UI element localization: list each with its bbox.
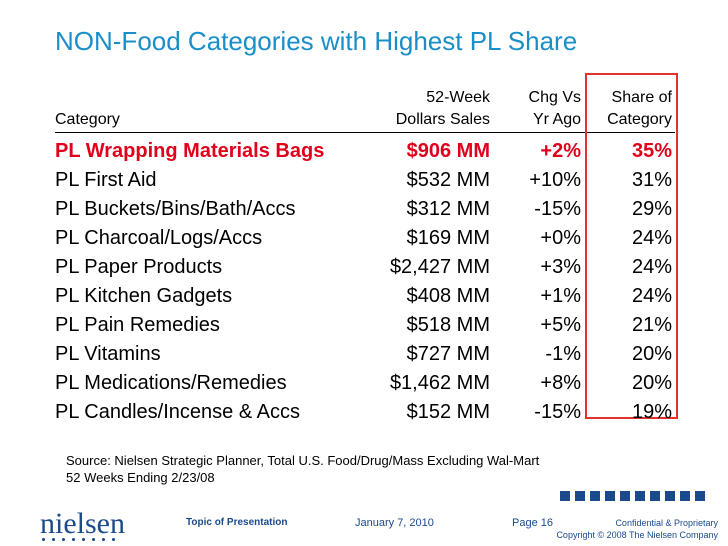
cell-share: 35% bbox=[631, 140, 672, 162]
cell-share: 24% bbox=[631, 227, 672, 249]
footer-copyright-line: Copyright © 2008 The Nielsen Company bbox=[556, 530, 718, 540]
cell-change: +8% bbox=[540, 372, 581, 394]
square-icon bbox=[665, 491, 675, 501]
square-icon bbox=[635, 491, 645, 501]
cell-sales: $518 MM bbox=[406, 314, 490, 336]
cell-change: -15% bbox=[534, 198, 581, 220]
header-share-line1: Share of bbox=[611, 89, 672, 106]
source-note: Source: Nielsen Strategic Planner, Total… bbox=[66, 452, 539, 486]
table-row: PL Charcoal/Logs/Accs $169 MM +0% 24% bbox=[0, 224, 728, 253]
cell-sales: $169 MM bbox=[406, 227, 490, 249]
cell-category: PL Wrapping Materials Bags bbox=[55, 140, 325, 162]
source-line-1: Source: Nielsen Strategic Planner, Total… bbox=[66, 453, 540, 468]
table-row: PL First Aid $532 MM +10% 31% bbox=[0, 166, 728, 195]
cell-sales: $152 MM bbox=[406, 401, 490, 423]
header-sales-line2: Dollars Sales bbox=[395, 111, 490, 128]
cell-sales: $532 MM bbox=[406, 169, 490, 191]
table-row: PL Medications/Remedies $1,462 MM +8% 20… bbox=[0, 369, 728, 398]
cell-sales: $727 MM bbox=[406, 343, 490, 365]
cell-change: -15% bbox=[534, 401, 581, 423]
decorative-squares bbox=[560, 491, 705, 501]
table-row: PL Kitchen Gadgets $408 MM +1% 24% bbox=[0, 282, 728, 311]
cell-share: 29% bbox=[631, 198, 672, 220]
table-row: PL Wrapping Materials Bags $906 MM +2% 3… bbox=[0, 137, 728, 166]
cell-sales: $2,427 MM bbox=[389, 256, 490, 278]
cell-sales: $906 MM bbox=[406, 140, 490, 162]
nielsen-logo: nielsen bbox=[40, 507, 125, 540]
square-icon bbox=[620, 491, 630, 501]
table-row: PL Buckets/Bins/Bath/Accs $312 MM -15% 2… bbox=[0, 195, 728, 224]
cell-share: 21% bbox=[631, 314, 672, 336]
cell-change: +0% bbox=[540, 227, 581, 249]
header-category: Category bbox=[55, 111, 120, 128]
cell-category: PL Kitchen Gadgets bbox=[55, 285, 233, 307]
footer-confidential-line: Confidential & Proprietary bbox=[615, 518, 718, 528]
square-icon bbox=[680, 491, 690, 501]
footer-date: January 7, 2010 bbox=[355, 517, 434, 529]
cell-change: +5% bbox=[540, 314, 581, 336]
footer-topic: Topic of Presentation bbox=[186, 517, 288, 528]
cell-share: 19% bbox=[631, 401, 672, 423]
table-row: PL Candles/Incense & Accs $152 MM -15% 1… bbox=[0, 398, 728, 427]
cell-category: PL Pain Remedies bbox=[55, 314, 220, 336]
cell-category: PL First Aid bbox=[55, 169, 157, 191]
square-icon bbox=[575, 491, 585, 501]
logo-dots bbox=[42, 538, 115, 541]
cell-category: PL Charcoal/Logs/Accs bbox=[55, 227, 263, 249]
square-icon bbox=[590, 491, 600, 501]
table-row: PL Vitamins $727 MM -1% 20% bbox=[0, 340, 728, 369]
cell-category: PL Vitamins bbox=[55, 343, 161, 365]
header-sales-line1: 52-Week bbox=[426, 89, 490, 106]
header-change-line2: Yr Ago bbox=[532, 111, 581, 128]
cell-share: 20% bbox=[631, 343, 672, 365]
header-change-line1: Chg Vs bbox=[528, 89, 581, 106]
square-icon bbox=[605, 491, 615, 501]
source-line-2: 52 Weeks Ending 2/23/08 bbox=[66, 470, 215, 485]
cell-sales: $1,462 MM bbox=[389, 372, 490, 394]
table-row: PL Paper Products $2,427 MM +3% 24% bbox=[0, 253, 728, 282]
header-underline bbox=[55, 132, 675, 133]
cell-sales: $312 MM bbox=[406, 198, 490, 220]
share-column-highlight-box bbox=[585, 73, 678, 419]
footer-confidential: Confidential & Proprietary Copyright © 2… bbox=[556, 517, 718, 541]
header-share-line2: Category bbox=[607, 111, 672, 128]
table-row: PL Pain Remedies $518 MM +5% 21% bbox=[0, 311, 728, 340]
square-icon bbox=[560, 491, 570, 501]
cell-category: PL Buckets/Bins/Bath/Accs bbox=[55, 198, 296, 220]
header-sales: 52-Week Dollars Sales bbox=[360, 87, 490, 131]
cell-change: +2% bbox=[540, 140, 581, 162]
cell-share: 24% bbox=[631, 256, 672, 278]
slide-title: NON-Food Categories with Highest PL Shar… bbox=[55, 26, 578, 56]
square-icon bbox=[650, 491, 660, 501]
footer-page-number: Page 16 bbox=[512, 517, 553, 529]
cell-sales: $408 MM bbox=[406, 285, 490, 307]
cell-change: +3% bbox=[540, 256, 581, 278]
cell-category: PL Candles/Incense & Accs bbox=[55, 401, 300, 423]
cell-category: PL Paper Products bbox=[55, 256, 223, 278]
category-table: PL Wrapping Materials Bags $906 MM +2% 3… bbox=[0, 137, 728, 427]
header-share: Share of Category bbox=[586, 87, 672, 131]
square-icon bbox=[695, 491, 705, 501]
cell-category: PL Medications/Remedies bbox=[55, 372, 287, 394]
footer-bar bbox=[0, 506, 728, 546]
cell-share: 20% bbox=[631, 372, 672, 394]
cell-share: 31% bbox=[631, 169, 672, 191]
header-change: Chg Vs Yr Ago bbox=[496, 87, 581, 131]
cell-share: 24% bbox=[631, 285, 672, 307]
cell-change: +10% bbox=[529, 169, 581, 191]
cell-change: -1% bbox=[545, 343, 581, 365]
cell-change: +1% bbox=[540, 285, 581, 307]
